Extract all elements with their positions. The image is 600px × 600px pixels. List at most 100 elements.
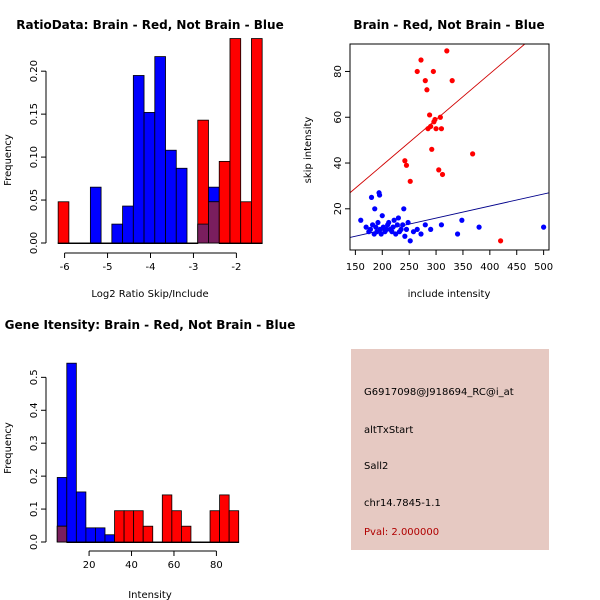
ratio-chart-title: RatioData: Brain - Red, Not Brain - Blue — [16, 18, 283, 32]
ratio-bar-brain — [111, 242, 123, 245]
ratio-y-tick-label: 0.15 — [29, 103, 40, 125]
scatter-plot-box — [349, 43, 550, 251]
intensity-bar-brain — [219, 494, 230, 543]
not-brain-point — [394, 222, 400, 228]
intensity-bar-brain — [114, 510, 125, 543]
brain-point — [422, 78, 428, 84]
intensity-x-tick-label: 60 — [168, 560, 181, 571]
ratio-y-axis-label: Frequency — [3, 134, 14, 186]
scatter-plot-panel: Brain - Red, Not Brain - Blue include in… — [303, 18, 553, 300]
scatter-points — [350, 44, 549, 244]
ratio-y-tick-label: 0.20 — [29, 60, 40, 82]
brain-point — [436, 167, 442, 173]
brain-point — [437, 114, 443, 120]
intensity-bar-not-brain — [104, 534, 115, 543]
not-brain-point — [403, 226, 410, 232]
not-brain-point — [459, 217, 465, 223]
ratio-bar-brain — [79, 242, 91, 245]
not-brain-point — [368, 194, 375, 200]
scatter-x-tick-label: 250 — [400, 262, 419, 273]
ratio-bar-brain — [89, 242, 102, 245]
not-brain-point — [367, 226, 374, 232]
not-brain-point — [401, 206, 407, 212]
brain-point — [449, 78, 455, 84]
brain-point — [428, 123, 434, 129]
brain-point — [433, 126, 439, 132]
scatter-y-tick-label: 20 — [333, 202, 344, 215]
intensity-bar-brain — [66, 541, 77, 544]
intensity-bar-brain — [123, 510, 135, 543]
not-brain-point — [378, 231, 384, 237]
intensity-y-tick-label: 0.2 — [29, 468, 40, 484]
scatter-x-tick-label: 350 — [453, 262, 472, 273]
brain-trend-line — [350, 44, 526, 194]
not-brain-point — [389, 229, 395, 235]
intensity-x-tick-label: 20 — [83, 560, 96, 571]
not-brain-point — [398, 226, 404, 232]
not-brain-point — [363, 224, 369, 230]
intensity-y-tick-label: 0.3 — [29, 435, 40, 451]
ratio-y-tick-label: 0.00 — [29, 232, 40, 254]
not-brain-point — [391, 217, 397, 223]
brain-point — [429, 146, 435, 152]
intensity-histogram-panel: Gene Itensity: Brain - Red, Not Brain - … — [3, 318, 295, 600]
ratio-x-tick-label: -6 — [60, 262, 70, 273]
probe-id: G6917098@J918694_RC@i_at — [364, 387, 514, 398]
intensity-x-axis-label: Intensity — [128, 590, 172, 600]
genomic-location: chr14.7845-1.1 — [364, 498, 441, 509]
brain-point — [432, 116, 438, 123]
not-brain-point — [410, 229, 417, 235]
not-brain-point — [402, 233, 408, 239]
ratio-bar-not-brain — [122, 205, 134, 244]
brain-point — [424, 87, 430, 93]
ratio-x-tick-label: -4 — [146, 262, 156, 273]
not-brain-point — [383, 226, 390, 232]
scatter-x-tick-label: 450 — [507, 262, 526, 273]
not-brain-point — [358, 217, 364, 223]
intensity-bar-brain — [85, 541, 96, 544]
not-brain-point — [476, 224, 482, 230]
brain-point — [402, 158, 408, 164]
ratio-bar-not-brain — [143, 112, 156, 244]
ratio-bar-brain — [100, 242, 113, 245]
intensity-bar-brain — [228, 510, 240, 543]
ratio-y-tick-label: 0.10 — [29, 146, 40, 168]
intensity-bar-not-brain — [75, 491, 87, 543]
not-brain-point — [405, 219, 411, 226]
ratio-bar-brain — [240, 201, 252, 244]
ratio-bar-not-brain — [132, 75, 145, 244]
scatter-y-axis-label: skip intensity — [303, 117, 314, 184]
not-brain-point — [393, 231, 399, 237]
intensity-bar-overlap — [56, 525, 68, 543]
ratio-bar-brain — [143, 242, 156, 245]
event-type: altTxStart — [364, 425, 414, 436]
intensity-bar-brain — [180, 525, 192, 543]
scatter-x-tick-label: 300 — [427, 262, 446, 273]
not-brain-point — [379, 213, 385, 219]
not-brain-point — [400, 222, 406, 228]
intensity-y-axis-label: Frequency — [3, 422, 14, 474]
ratio-histogram-panel: RatioData: Brain - Red, Not Brain - Blue… — [3, 18, 284, 300]
scatter-y-tick-label: 80 — [333, 65, 344, 78]
intensity-y-tick-label: 0.1 — [29, 501, 40, 517]
intensity-bar-brain — [209, 510, 220, 543]
scatter-x-tick-label: 150 — [346, 262, 365, 273]
not-brain-point — [418, 231, 424, 237]
not-brain-point — [541, 224, 547, 230]
intensity-bar-not-brain — [95, 527, 106, 543]
scatter-axes: 150 200 250 300 350 400 450 500 20 40 60 80 — [333, 43, 553, 273]
brain-point — [430, 68, 436, 75]
scatter-y-tick-label: 40 — [333, 157, 344, 170]
ratio-x-tick-label: -2 — [231, 262, 241, 273]
not-brain-point — [372, 206, 378, 212]
intensity-axes: 20 40 60 80 0.0 0.1 0.2 0.3 0.4 0.5 — [29, 369, 223, 571]
ratio-bar-brain — [218, 160, 231, 244]
brain-point — [438, 126, 445, 132]
brain-point — [427, 112, 433, 118]
intensity-bar-brain — [95, 541, 106, 544]
p-value: Pval: 2.000000 — [364, 527, 440, 538]
ratio-axes: -6 -5 -4 -3 -2 0.00 0.05 0.10 0.15 0.20 — [29, 60, 241, 273]
intensity-x-tick-label: 40 — [125, 560, 138, 571]
intensity-x-tick-label: 80 — [210, 560, 223, 571]
brain-point — [418, 57, 424, 63]
